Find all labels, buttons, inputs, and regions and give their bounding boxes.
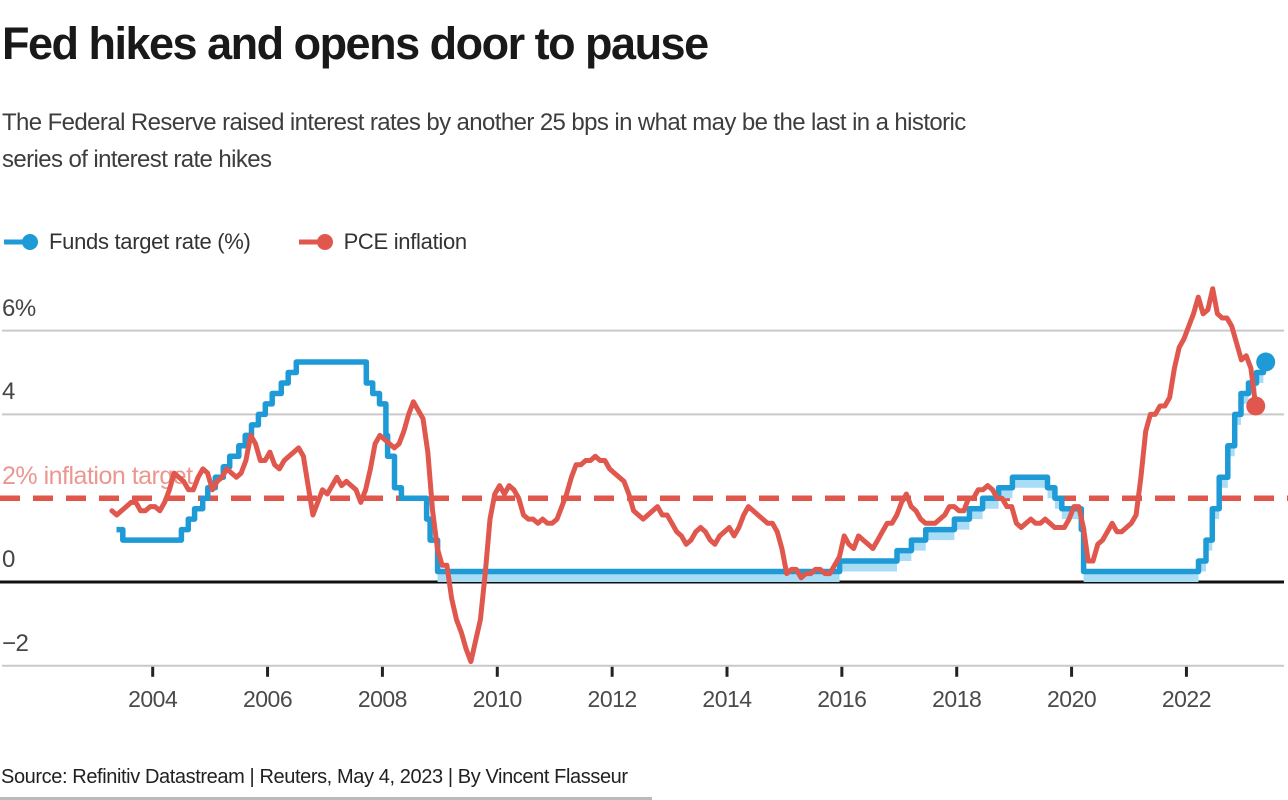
x-axis-label-2012: 2012 <box>587 686 638 712</box>
y-axis-label-0: 0 <box>2 546 15 573</box>
x-axis-label-2006: 2006 <box>242 686 293 712</box>
x-axis-label-2014: 2014 <box>702 686 752 712</box>
legend-label-pce-inflation: PCE inflation <box>343 229 468 254</box>
page-title: Fed hikes and opens door to pause <box>2 18 709 69</box>
legend-item-funds-rate: Funds target rate (%) <box>2 229 251 255</box>
legend-label-funds-rate: Funds target rate (%) <box>49 229 251 254</box>
x-axis-label-2020: 2020 <box>1046 686 1097 712</box>
x-axis-label-2008: 2008 <box>357 686 408 712</box>
x-axis-label-2016: 2016 <box>817 686 867 712</box>
legend: Funds target rate (%) PCE inflation <box>2 226 467 258</box>
x-axis-label-2018: 2018 <box>932 686 982 712</box>
x-axis-label-2010: 2010 <box>472 686 523 712</box>
pce-end-dot <box>1246 396 1266 416</box>
funds-rate-legend-marker <box>4 234 38 250</box>
funds-rate-line <box>116 359 1267 575</box>
x-axis-label-2022: 2022 <box>1161 686 1212 712</box>
pce-legend-marker <box>298 234 333 250</box>
legend-dot-swatch <box>22 234 38 250</box>
x-axis-label-2004: 2004 <box>128 686 178 712</box>
y-axis-label--2: −2 <box>2 629 29 657</box>
pce-inflation-line <box>109 286 1259 665</box>
chart-subtitle: The Federal Reserve raised interest rate… <box>2 109 966 174</box>
source-line: Source: Refinitiv Datastream | Reuters, … <box>1 766 628 788</box>
legend-dot-swatch <box>316 234 333 250</box>
cropped-footer-line <box>0 797 652 800</box>
y-axis-label-6: 6% <box>2 294 36 322</box>
inflation-target-annotation: 2% inflation target <box>2 462 193 490</box>
y-axis-label-4: 4 <box>2 378 15 406</box>
legend-item-pce-inflation: PCE inflation <box>297 229 467 255</box>
funds-rate-end-dot <box>1256 352 1276 372</box>
